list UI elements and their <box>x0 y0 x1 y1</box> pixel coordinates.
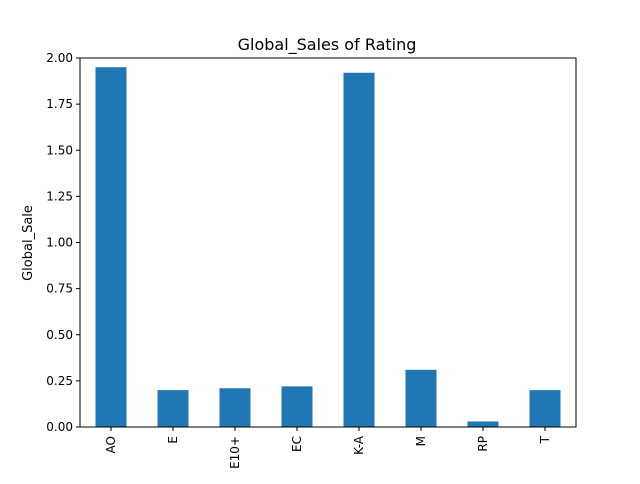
x-ticks-layer: AO E E10+ EC K-A M RP T <box>104 427 552 469</box>
x-tick-label: EC <box>290 436 304 452</box>
chart-title: Global_Sales of Rating <box>238 35 417 55</box>
x-tick-label: E <box>166 436 180 444</box>
y-tick-label: 1.00 <box>46 236 73 250</box>
bar-t <box>529 390 561 427</box>
y-tick-label: 0.25 <box>46 374 73 388</box>
y-tick-label: 1.50 <box>46 143 73 157</box>
y-ticks-layer: 0.00 0.25 0.50 0.75 1.00 1.25 1.50 1.75 2.00 <box>46 51 80 434</box>
bar-rp <box>467 421 499 427</box>
x-tick-label: E10+ <box>228 436 242 469</box>
y-tick-label: 2.00 <box>46 51 73 65</box>
bar-e10- <box>219 388 251 427</box>
bar-m <box>405 369 437 427</box>
x-tick-label: AO <box>104 436 118 453</box>
y-tick-label: 0.50 <box>46 328 73 342</box>
y-tick-label: 0.75 <box>46 282 73 296</box>
x-tick-label: RP <box>476 436 490 452</box>
y-tick-label: 1.25 <box>46 189 73 203</box>
x-tick-label: K-A <box>352 435 366 455</box>
y-axis-label: Global_Sale <box>21 205 36 281</box>
plot-frame <box>79 57 577 428</box>
y-tick-label: 1.75 <box>46 97 73 111</box>
bars-layer <box>95 67 561 427</box>
x-tick-label: T <box>538 435 552 444</box>
bar-e <box>157 390 189 427</box>
bar-k-a <box>343 72 375 427</box>
bar-ao <box>95 67 127 427</box>
bar-ec <box>281 386 313 427</box>
y-tick-label: 0.00 <box>46 420 73 434</box>
x-tick-label: M <box>414 436 428 446</box>
